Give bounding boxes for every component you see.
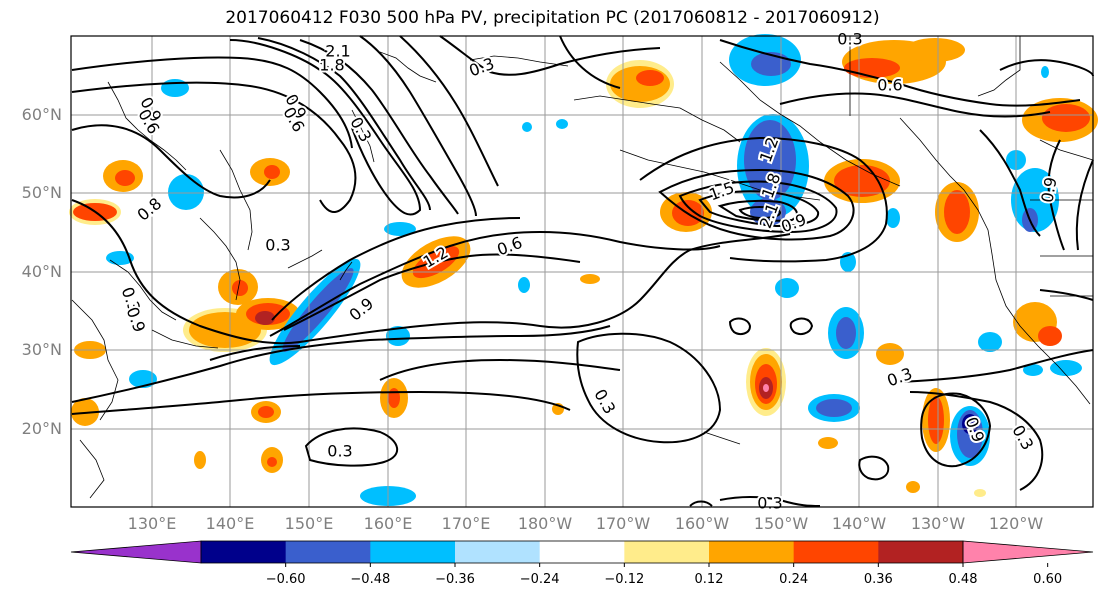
pv-contour-label: 0.3	[265, 236, 290, 255]
longitude-label: 120°W	[988, 514, 1044, 533]
longitude-label: 160°W	[674, 514, 730, 533]
colorbar-tick-label: 0.48	[948, 572, 978, 587]
pv-contour-label: 0.6	[877, 76, 902, 95]
colorbar-bin	[709, 541, 795, 563]
latitude-label: 40°N	[21, 262, 62, 281]
map-title: 2017060412 F030 500 hPa PV, precipitatio…	[225, 8, 880, 28]
pv-contour-label: 0.3	[327, 442, 352, 461]
pv-contour-label: 0.3	[757, 494, 782, 513]
colorbar-frame	[200, 540, 964, 564]
colorbar-bin	[624, 541, 710, 563]
longitude-label: 140°W	[831, 514, 887, 533]
longitude-label: 140°E	[205, 514, 255, 533]
longitude-label: 150°W	[753, 514, 809, 533]
latitude-label: 60°N	[21, 105, 62, 124]
colorbar-bin	[370, 541, 456, 563]
colorbar-tick-label: −0.48	[350, 572, 391, 587]
colorbar-extend-max	[962, 540, 1094, 564]
colorbar-extend-min	[70, 540, 202, 564]
colorbar-tick-label: −0.60	[265, 572, 306, 587]
longitude-label: 130°E	[127, 514, 177, 533]
pv-contour-label: 2.1	[325, 42, 350, 61]
colorbar-bin	[201, 541, 287, 563]
map-frame	[70, 35, 1094, 508]
colorbar-bin	[539, 541, 625, 563]
colorbar-tick-label: −0.12	[604, 572, 645, 587]
colorbar-tick-label: 0.60	[1033, 572, 1063, 587]
longitude-label: 170°E	[441, 514, 491, 533]
colorbar-bin	[878, 541, 964, 563]
colorbar	[70, 540, 1094, 567]
colorbar-tick-label: 0.12	[694, 572, 724, 587]
longitude-label: 160°E	[363, 514, 413, 533]
pv-contours	[71, 35, 1094, 507]
colorbar-tick-label: 0.36	[863, 572, 893, 587]
pv-contour-label: 1.8	[319, 56, 344, 75]
colorbar-bin	[455, 541, 541, 563]
longitude-label: 150°E	[284, 514, 334, 533]
graticule	[71, 36, 1093, 507]
latitude-label: 20°N	[21, 419, 62, 438]
longitude-label: 180°W	[517, 514, 573, 533]
longitude-label: 130°W	[910, 514, 966, 533]
latitude-label: 30°N	[21, 340, 62, 359]
colorbar-tick-label: −0.24	[519, 572, 560, 587]
latitude-label: 50°N	[21, 183, 62, 202]
longitude-label: 170°W	[595, 514, 651, 533]
pv-contour-label: 0.3	[837, 30, 862, 49]
colorbar-tick-label: 0.24	[779, 572, 809, 587]
colorbar-bin	[793, 541, 879, 563]
colorbar-tick-label: −0.36	[435, 572, 475, 587]
colorbar-bin	[285, 541, 371, 563]
